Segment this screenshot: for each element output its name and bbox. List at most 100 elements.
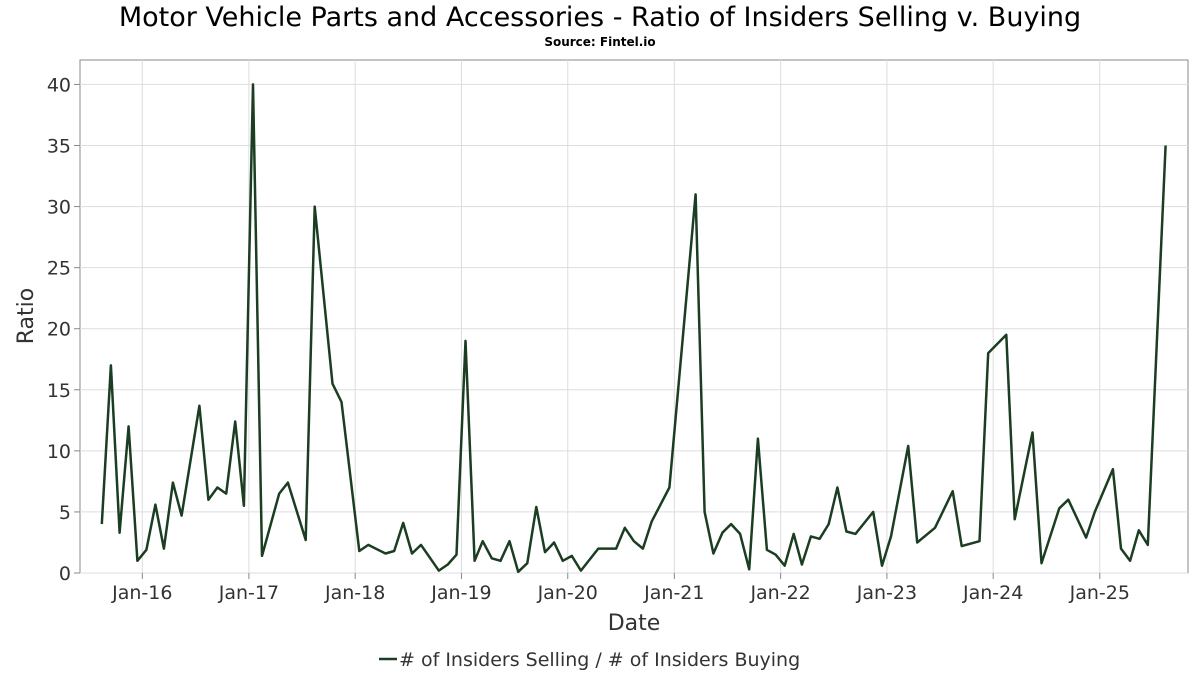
- x-tick-label: Jan-20: [537, 582, 598, 604]
- data-point: [1067, 499, 1069, 501]
- data-point: [562, 560, 564, 562]
- data-point: [1085, 536, 1087, 538]
- data-point: [748, 568, 750, 570]
- data-point: [163, 547, 165, 549]
- y-axis-label: Ratio: [14, 288, 39, 344]
- data-point: [411, 552, 413, 554]
- y-tick-label: 25: [47, 258, 71, 280]
- data-point: [1164, 144, 1166, 146]
- data-point: [464, 340, 466, 342]
- data-point: [438, 569, 440, 571]
- data-point: [872, 511, 874, 513]
- data-point: [101, 523, 103, 525]
- data-point: [473, 560, 475, 562]
- data-point: [810, 535, 812, 537]
- data-point: [961, 545, 963, 547]
- x-tick-label: Jan-16: [111, 582, 172, 604]
- data-point: [703, 511, 705, 513]
- data-point: [314, 205, 316, 207]
- data-point: [261, 555, 263, 557]
- y-tick-label: 35: [47, 136, 71, 158]
- data-point: [1138, 529, 1140, 531]
- data-point: [225, 492, 227, 494]
- data-point: [642, 547, 644, 549]
- data-point: [544, 551, 546, 553]
- data-point: [1040, 562, 1042, 564]
- data-point: [127, 425, 129, 427]
- y-tick-label: 20: [47, 319, 71, 341]
- data-point: [890, 535, 892, 537]
- data-point: [491, 557, 493, 559]
- data-point: [508, 540, 510, 542]
- data-point: [172, 481, 174, 483]
- x-tick-label: Jan-24: [962, 582, 1023, 604]
- data-point: [234, 420, 236, 422]
- data-point: [1147, 544, 1149, 546]
- data-point: [455, 553, 457, 555]
- data-point: [766, 549, 768, 551]
- data-point: [845, 530, 847, 532]
- data-point: [304, 539, 306, 541]
- y-tick-label: 0: [59, 563, 71, 585]
- x-axis-label: Date: [608, 611, 661, 636]
- data-point: [580, 569, 582, 571]
- x-tick-label: Jan-25: [1069, 582, 1130, 604]
- data-point: [180, 514, 182, 516]
- data-point: [650, 521, 652, 523]
- data-point: [278, 492, 280, 494]
- data-point: [907, 445, 909, 447]
- x-tick-label: Jan-22: [749, 582, 810, 604]
- data-point: [1112, 468, 1114, 470]
- legend-label: # of Insiders Selling / # of Insiders Bu…: [399, 649, 800, 671]
- y-tick-label: 10: [47, 441, 71, 463]
- data-point: [597, 547, 599, 549]
- data-point: [1031, 431, 1033, 433]
- data-point: [712, 552, 714, 554]
- data-point: [633, 540, 635, 542]
- data-point: [881, 564, 883, 566]
- plot-area: [79, 59, 1189, 574]
- x-tick-label: Jan-17: [218, 582, 279, 604]
- data-point: [402, 522, 404, 524]
- grid: [80, 60, 1188, 574]
- data-point: [1005, 334, 1007, 336]
- y-tick-label: 5: [59, 502, 71, 524]
- data-point: [243, 505, 245, 507]
- x-tick-label: Jan-21: [643, 582, 704, 604]
- x-tick-label: Jan-23: [856, 582, 917, 604]
- chart-subtitle: Source: Fintel.io: [544, 35, 656, 49]
- y-tick-label: 15: [47, 380, 71, 402]
- data-point: [854, 533, 856, 535]
- data-point: [207, 499, 209, 501]
- data-point: [916, 541, 918, 543]
- data-point: [615, 547, 617, 549]
- data-point: [1120, 547, 1122, 549]
- data-point: [774, 553, 776, 555]
- data-point: [553, 541, 555, 543]
- x-axis-ticks: Jan-16 Jan-17 Jan-18 Jan-19 Jan-20 Jan-21 Jan-…: [111, 573, 1130, 604]
- data-point: [668, 486, 670, 488]
- data-point: [1014, 518, 1016, 520]
- series-line-insiders-ratio: [100, 83, 1167, 574]
- data-point: [818, 538, 820, 540]
- data-point: [1094, 511, 1096, 513]
- data-point: [216, 486, 218, 488]
- data-point: [145, 549, 147, 551]
- data-point: [384, 552, 386, 554]
- data-point: [136, 560, 138, 562]
- data-point: [110, 364, 112, 366]
- data-point: [624, 527, 626, 529]
- data-point: [198, 404, 200, 406]
- data-point: [783, 564, 785, 566]
- data-point: [801, 563, 803, 565]
- y-tick-label: 30: [47, 197, 71, 219]
- data-point: [721, 531, 723, 533]
- legend[interactable]: # of Insiders Selling / # of Insiders Bu…: [379, 649, 800, 671]
- y-tick-label: 40: [47, 74, 71, 96]
- data-point: [1058, 507, 1060, 509]
- data-point: [793, 533, 795, 535]
- data-point: [739, 533, 741, 535]
- data-point: [526, 562, 528, 564]
- data-point: [934, 527, 936, 529]
